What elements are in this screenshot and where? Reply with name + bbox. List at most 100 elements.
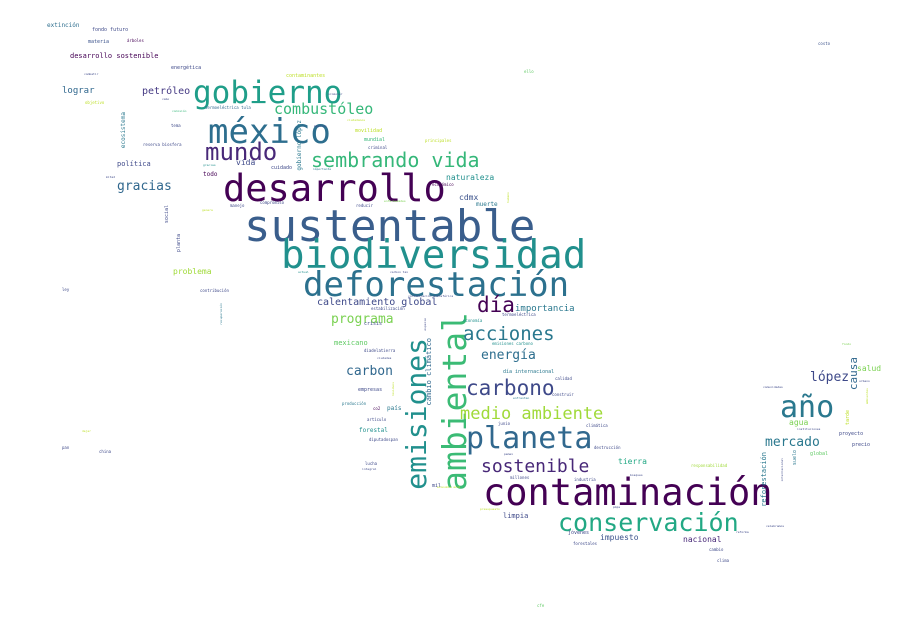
word-co2: co2	[373, 406, 381, 411]
word-responsabilidad: responsabilidad	[691, 463, 728, 468]
word-ley: ley	[62, 287, 70, 292]
word-petroleo: petróleo	[142, 86, 191, 97]
word-contribucion: contribución	[200, 288, 229, 293]
word-reducir: reducir	[356, 203, 373, 208]
word-gobierno: gobierno	[193, 75, 343, 111]
word-politica: política	[117, 160, 151, 168]
word-combatir: combatir	[84, 72, 99, 76]
word-comunidades: comunidades	[763, 385, 783, 389]
word-naturaleza: naturaleza	[446, 173, 495, 182]
word-ano: año	[780, 390, 835, 425]
word-tierra: tierra	[618, 457, 647, 466]
word-programa: programa	[331, 312, 394, 327]
word-gracias-small: gracias	[203, 163, 216, 167]
word-recuperacion: recuperación	[219, 303, 223, 325]
word-extincion: extinción	[47, 22, 80, 29]
word-proyecto: proyecto	[839, 431, 864, 437]
word-mitad: mitad	[106, 175, 116, 179]
word-contaminantes: contaminantes	[286, 73, 326, 79]
word-construir: construir	[552, 392, 574, 397]
word-carbon: carbon	[346, 364, 393, 379]
word-urbano: urbano	[859, 379, 870, 383]
word-salud: salud	[857, 364, 882, 373]
word-movilidad: movilidad	[355, 128, 383, 134]
word-precio: precio	[852, 442, 871, 448]
word-cuidado: cuidado	[271, 165, 293, 171]
word-reforestacion: reforestación	[760, 452, 768, 507]
word-ello: ello	[524, 69, 534, 74]
word-tema: tema	[171, 123, 181, 128]
word-presupuesto: humano	[506, 192, 510, 203]
word-cabo: cabo	[162, 97, 170, 101]
word-produccion: producción	[342, 401, 367, 406]
word-agua: agua	[789, 418, 809, 427]
word-mayores: mayores	[314, 124, 327, 128]
word-criminal: criminal	[368, 145, 388, 150]
word-tarde: genera	[202, 208, 213, 212]
word-contaminacion: contaminación	[483, 471, 773, 514]
word-integral: residuos	[391, 382, 395, 397]
word-problema: problema	[173, 267, 212, 276]
word-nacional: nacional	[683, 535, 722, 544]
word-promover: promover	[328, 92, 343, 96]
word-lopez: lópez	[810, 370, 850, 385]
word-estabilizacion: estabilización	[371, 306, 405, 311]
word-compromiso: compromiso	[260, 200, 285, 205]
word-cdmx: cdmx	[459, 193, 479, 202]
word-materia: materia	[88, 39, 110, 45]
word-cambio-climatico: cambio climático	[425, 338, 433, 406]
word-pemex: pemex	[504, 452, 514, 456]
word-pmps: tarde	[845, 410, 851, 426]
word-dejar: dejar	[82, 429, 92, 433]
word-enfrentan: enfrentan	[513, 396, 530, 400]
word-internacional: internacional	[780, 458, 784, 482]
word-diputadospan: diputadospan	[369, 437, 398, 442]
word-biodiversidad: biodiversidad	[281, 233, 587, 278]
word-importancia: importancia	[515, 304, 575, 314]
word-pan: pan	[62, 445, 70, 450]
word-mexico: méxico	[208, 112, 331, 152]
word-muerte: muerte	[476, 201, 498, 208]
word-desarrollo-sostenible: desarrollo sostenible	[70, 52, 159, 60]
word-principales: principales	[425, 138, 452, 143]
word-forestal: forestal	[359, 427, 388, 434]
word-lucha: lucha	[365, 461, 378, 466]
word-fondo-futuro: fondo futuro	[92, 27, 129, 33]
word-gobierno-lopez: gobierno lópez	[296, 120, 303, 171]
word-vida: vida	[236, 158, 256, 167]
word-humano: integral	[362, 467, 377, 471]
word-economico: económico	[432, 182, 454, 187]
word-reserva-biosfera: reserva biosfera	[143, 142, 182, 147]
word-industria: industria	[574, 477, 596, 482]
word-suelo: suelo	[792, 450, 798, 466]
word-impuesto: impuesto	[600, 533, 639, 542]
word-clima: clima	[717, 558, 730, 563]
word-millones: millones	[510, 475, 530, 480]
word-energia: energía	[481, 348, 536, 363]
word-mundial: mundial	[364, 137, 386, 143]
word-forestales: forestales	[573, 541, 598, 546]
word-actual: actual	[298, 270, 309, 274]
word-ambientes: economía azul	[437, 485, 461, 489]
word-china: china	[99, 449, 112, 454]
word-energetica: energética	[171, 65, 202, 71]
word-objetivo: objetivo	[85, 100, 105, 105]
word-deforestacion: deforestación	[303, 265, 570, 305]
word-contaminacion-atmosferica: contaminación atmosférica	[408, 294, 454, 298]
word-mil: mil	[432, 483, 442, 489]
word-termoelectrica: termoeléctrica	[502, 312, 536, 317]
word-arboles: árboles	[127, 38, 144, 43]
word-causa: causa	[847, 357, 860, 391]
word-empresas: empresas	[358, 387, 383, 393]
word-ciudadanos: ciudadanos	[347, 118, 366, 122]
word-urgente: ambientes	[865, 388, 869, 405]
word-conservacion: conservación	[558, 508, 739, 537]
word-fondo: fondo	[842, 342, 852, 346]
word-jovenes: jóvenes	[568, 530, 590, 536]
word-gracias: gracias	[117, 179, 172, 194]
word-reforma: reforma	[736, 530, 749, 534]
word-especie: especie	[423, 318, 427, 331]
word-crisis: crisis	[364, 321, 383, 327]
word-combustoleo: combustóleo	[274, 100, 374, 118]
